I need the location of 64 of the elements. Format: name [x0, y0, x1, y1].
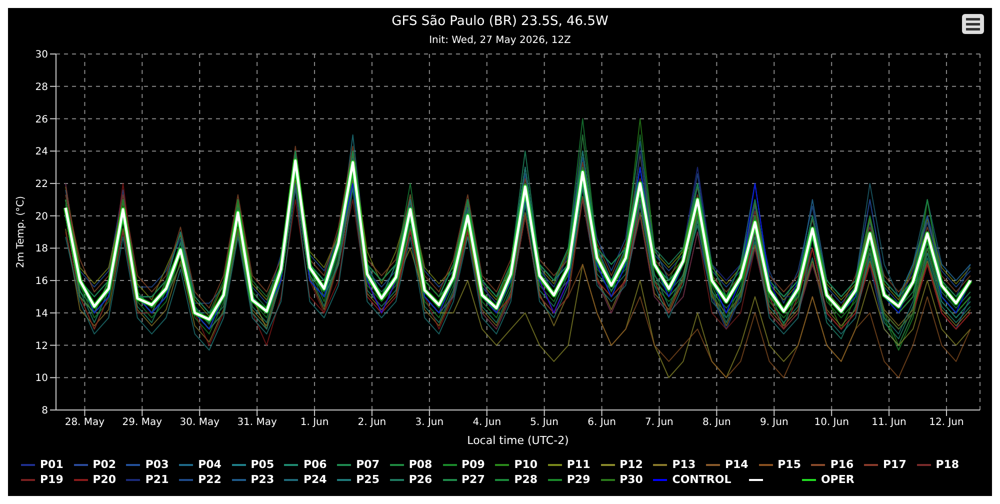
legend-label: P08 — [408, 458, 432, 471]
chart-subtitle: Init: Wed, 27 May 2026, 12Z — [428, 35, 572, 46]
y-tick-label: 24 — [35, 146, 48, 158]
legend-label: P14 — [724, 458, 748, 471]
x-tick-label: 8. Jun — [702, 417, 731, 428]
legend-label: P04 — [198, 458, 222, 471]
x-tick-label: 6. Jun — [588, 417, 616, 428]
x-tick-label: 12. Jun — [929, 417, 964, 428]
x-tick-label: 11. Jun — [872, 417, 906, 428]
chart-title: GFS São Paulo (BR) 23.5S, 46.5W — [390, 13, 610, 29]
legend-label: P27 — [462, 473, 485, 486]
legend-label: P12 — [620, 458, 643, 471]
legend-label: P07 — [356, 458, 380, 471]
legend-label: P13 — [672, 458, 696, 471]
legend-label: P19 — [40, 473, 64, 486]
legend-label: P30 — [620, 473, 643, 486]
legend-label: OPER — [820, 473, 854, 486]
legend-label: P06 — [303, 458, 327, 471]
y-tick-label: 20 — [35, 211, 48, 222]
y-tick-label: 10 — [35, 373, 48, 384]
x-tick-label: 28. May — [64, 417, 105, 428]
legend-label: P15 — [778, 458, 801, 471]
x-tick-label: 1. Jun — [300, 417, 329, 428]
legend-label: P25 — [356, 473, 380, 486]
x-tick-label: 7. Jun — [645, 417, 674, 428]
legend-label: P09 — [462, 458, 485, 471]
y-tick-label: 8 — [42, 406, 48, 417]
legend-label: P11 — [566, 458, 590, 471]
legend-label: P23 — [250, 473, 274, 486]
x-axis-title: Local time (UTC-2) — [467, 434, 569, 447]
x-tick-label: 3. Jun — [415, 417, 444, 428]
legend-label: P05 — [250, 458, 274, 471]
y-tick-label: 18 — [35, 244, 48, 255]
legend-label: P24 — [303, 473, 327, 486]
x-tick-label: 9. Jun — [760, 417, 788, 428]
x-tick-label: 2. Jun — [358, 417, 386, 428]
x-tick-label: 10. Jun — [814, 417, 849, 428]
legend-label: P28 — [514, 473, 538, 486]
x-tick-label: 31. May — [237, 417, 278, 428]
x-tick-label: 30. May — [180, 417, 220, 428]
y-tick-label: 14 — [35, 308, 48, 320]
legend-label: P21 — [145, 473, 169, 486]
y-tick-label: 26 — [35, 114, 48, 126]
y-tick-label: 30 — [35, 50, 48, 61]
legend-label: P10 — [514, 458, 538, 471]
x-tick-label: 29. May — [122, 417, 162, 428]
legend-label: P22 — [198, 473, 222, 486]
legend-label: P01 — [40, 458, 64, 471]
legend-label: P20 — [92, 473, 116, 486]
y-axis-title: 2m Temp. (°C) — [16, 196, 27, 268]
legend-label: P03 — [145, 458, 169, 471]
legend-label: CONTROL — [672, 473, 732, 486]
legend-label: P02 — [92, 458, 116, 471]
x-tick-label: 5. Jun — [530, 417, 559, 428]
x-tick-label: 4. Jun — [472, 417, 502, 428]
y-tick-label: 12 — [35, 340, 48, 352]
y-tick-label: 28 — [35, 82, 48, 93]
legend-label: P16 — [830, 458, 854, 471]
y-tick-label: 22 — [35, 179, 48, 190]
legend-label: P26 — [408, 473, 432, 486]
y-tick-label: 16 — [35, 276, 48, 288]
legend-label: P17 — [883, 458, 906, 471]
legend-label: P29 — [566, 473, 590, 486]
legend-label: P18 — [936, 458, 960, 471]
